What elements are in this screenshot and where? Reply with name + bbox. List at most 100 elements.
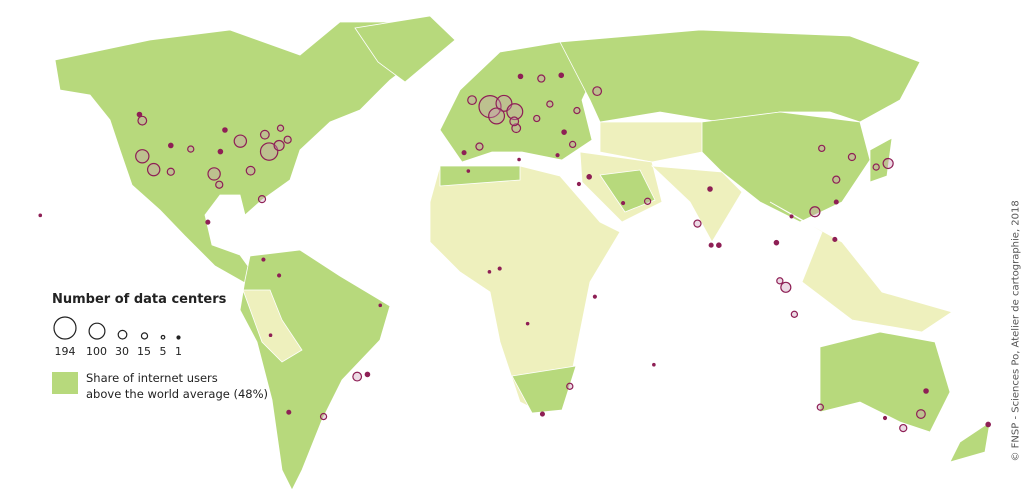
- legend-share-line1: Share of internet users: [86, 371, 218, 385]
- data-center-bangkok: [773, 239, 780, 246]
- region-europe: [439, 41, 601, 163]
- region-andes-below-average: [242, 289, 303, 363]
- legend-circle-icon: [88, 322, 105, 340]
- data-center-fortaleza: [378, 303, 383, 308]
- copyright-credit: © FNSP - Sciences Po, Atelier de cartogr…: [1010, 200, 1022, 462]
- data-center-minneapolis: [222, 127, 228, 133]
- data-center-cairo: [576, 181, 581, 187]
- data-center-los-angeles: [146, 162, 161, 177]
- region-japan: [869, 137, 893, 183]
- data-center-rio-de-janeiro: [364, 371, 371, 378]
- data-center-montreal: [276, 124, 285, 132]
- data-center-mauritius: [652, 362, 656, 367]
- data-center-oslo: [517, 73, 524, 80]
- data-center-atlanta: [245, 165, 256, 176]
- data-center-perth: [816, 403, 824, 411]
- data-center-luanda: [525, 321, 530, 326]
- data-center-denver: [187, 145, 195, 153]
- data-center-mumbai: [693, 219, 702, 228]
- data-center-kuala-lumpur: [776, 277, 784, 285]
- data-center-chennai: [716, 242, 722, 248]
- region-greenland: [354, 15, 456, 83]
- data-center-honolulu: [38, 213, 43, 218]
- data-center-lagos: [497, 266, 502, 271]
- data-center-toronto: [259, 129, 270, 140]
- data-center-osaka: [872, 163, 880, 171]
- legend-size-label: 194: [54, 345, 76, 358]
- data-center-delhi: [707, 186, 713, 192]
- data-center-athens: [555, 153, 560, 158]
- data-center-bogota: [277, 273, 282, 278]
- data-center-moscow: [592, 86, 603, 97]
- legend-size-label: 30: [115, 345, 129, 358]
- data-center-london: [478, 94, 502, 119]
- region-arabian-gulf: [599, 169, 656, 213]
- legend-size-label: 15: [137, 345, 151, 358]
- data-center-johannesburg: [566, 382, 574, 390]
- region-russia: [559, 29, 921, 123]
- data-center-nairobi: [592, 294, 597, 299]
- data-center-adelaide: [882, 415, 888, 421]
- legend-title: Number of data centers: [52, 292, 227, 307]
- data-center-mexico-city: [205, 219, 211, 225]
- region-southeast-asia: [769, 201, 953, 333]
- data-center-lisbon: [461, 150, 467, 156]
- legend: Number of data centers 194 100 30 15 5 1 Shar…: [52, 292, 268, 402]
- data-center-seattle: [137, 115, 148, 126]
- data-center-circles: [38, 72, 991, 433]
- data-center-stockholm: [537, 74, 546, 83]
- data-center-santiago: [286, 409, 292, 415]
- data-center-helsinki: [558, 72, 565, 79]
- data-center-melbourne: [899, 423, 908, 433]
- data-center-ashburn: [259, 142, 279, 161]
- data-center-hong-kong: [809, 206, 821, 218]
- data-center-tunis: [517, 157, 521, 162]
- legend-size-30: 30: [115, 315, 129, 358]
- data-center-kansas-city: [217, 148, 224, 155]
- data-center-san-francisco: [135, 149, 150, 164]
- data-center-riyadh: [621, 201, 626, 206]
- legend-size-194: 194: [52, 315, 78, 358]
- data-center-istanbul: [568, 140, 577, 149]
- data-center-madrid: [475, 142, 484, 151]
- data-center-tokyo: [882, 157, 894, 170]
- data-center-jakarta: [790, 310, 799, 318]
- legend-share-line2: above the world average (48%): [86, 387, 269, 401]
- legend-size-scale: 194 100 30 15 5 1: [52, 315, 268, 358]
- data-center-zurich: [509, 116, 520, 127]
- data-center-sydney: [915, 409, 926, 419]
- land-regions: [54, 15, 991, 491]
- data-center-singapore: [780, 281, 792, 293]
- region-china: [701, 111, 871, 223]
- legend-size-15: 15: [137, 315, 151, 358]
- legend-share-label: Share of internet users above the world …: [86, 370, 268, 402]
- legend-circle-icon: [53, 316, 77, 340]
- data-center-vienna: [533, 114, 541, 123]
- legend-size-1: 1: [175, 315, 182, 358]
- data-center-buenos-aires: [319, 412, 328, 421]
- data-center-vancouver: [136, 111, 143, 118]
- data-center-boston: [283, 135, 292, 144]
- data-center-tel-aviv: [586, 174, 592, 180]
- data-center-brisbane: [923, 388, 929, 394]
- data-center-casablanca: [466, 169, 471, 173]
- legend-size-100: 100: [86, 315, 107, 358]
- data-center-beijing: [818, 144, 826, 153]
- data-center-new-york: [273, 139, 285, 152]
- data-center-salt-lake-city: [168, 142, 174, 149]
- region-central-asia: [599, 121, 721, 163]
- region-north-africa-coast: [439, 165, 521, 187]
- data-center-bucharest: [561, 129, 567, 135]
- data-center-dublin: [467, 95, 477, 106]
- region-australia: [819, 331, 951, 433]
- data-center-accra: [487, 270, 492, 274]
- legend-circle-icon: [160, 334, 166, 340]
- data-center-panama: [261, 257, 266, 262]
- region-new-zealand: [949, 421, 991, 463]
- data-center-taipei: [833, 199, 839, 205]
- legend-size-label: 5: [159, 345, 167, 358]
- region-south-asia: [650, 165, 743, 243]
- data-center-phoenix: [166, 167, 175, 176]
- data-center-auckland: [985, 421, 991, 428]
- data-center-manila: [832, 236, 838, 242]
